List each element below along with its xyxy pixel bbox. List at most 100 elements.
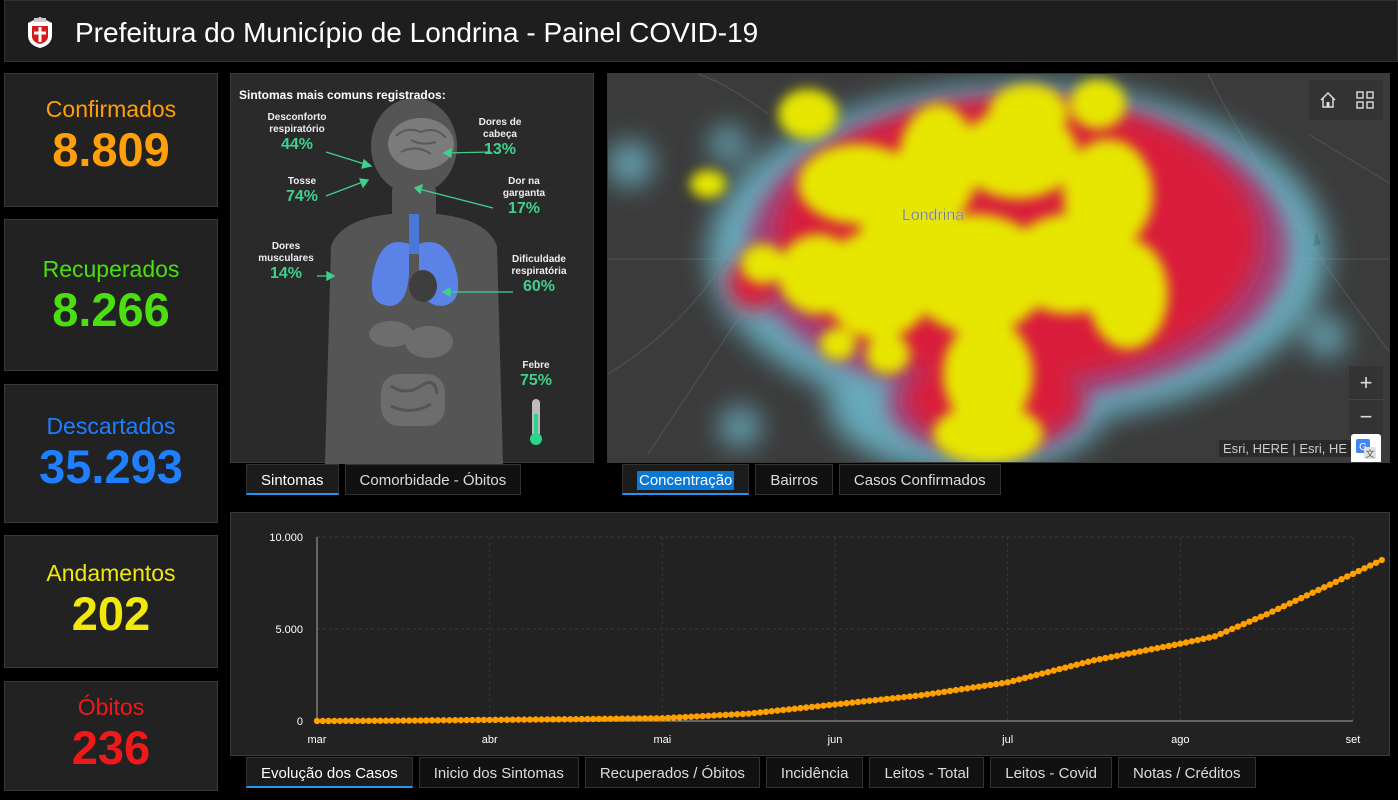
data-point (1062, 664, 1069, 671)
tab-label: Concentração (637, 471, 735, 490)
symptom-dores-musculares: Dores musculares 14% (249, 241, 323, 283)
data-point (1073, 661, 1080, 668)
data-point (1148, 646, 1155, 653)
data-point (1303, 592, 1311, 599)
intestines-icon (381, 374, 445, 426)
data-point (803, 704, 810, 711)
tab-comorbidade-obitos[interactable]: Comorbidade - Óbitos (344, 464, 522, 495)
cases-line-chart[interactable]: 10.000 5.000 0 mar abr mai jun jul ago set (231, 513, 1391, 757)
tab-leitos-covid[interactable]: Leitos - Covid (990, 757, 1112, 788)
data-point (595, 715, 603, 723)
symptoms-tabs: Sintomas Comorbidade - Óbitos (246, 464, 522, 495)
data-point (1263, 611, 1270, 618)
data-point (1125, 650, 1132, 657)
data-point (1108, 653, 1115, 661)
data-point (849, 699, 856, 706)
map-attribution[interactable]: Esri, HERE | Esri, HE (1218, 440, 1351, 457)
symptom-name: Dores de cabeça (478, 117, 522, 140)
data-point (509, 716, 516, 723)
data-point (1050, 667, 1057, 674)
heart-icon (409, 270, 437, 302)
data-point (584, 715, 591, 723)
data-point (486, 716, 493, 724)
data-point (428, 717, 436, 724)
data-point (1159, 643, 1167, 651)
zoom-out-button[interactable]: − (1359, 404, 1373, 429)
data-point (325, 717, 332, 725)
data-point (664, 714, 672, 722)
zoom-in-button[interactable]: + (1349, 366, 1383, 400)
data-point (457, 716, 465, 724)
data-point (388, 717, 396, 724)
data-point (440, 717, 447, 724)
data-point (1344, 573, 1351, 580)
data-point (319, 717, 326, 725)
stomach-icon (405, 326, 453, 358)
heatmap[interactable]: Londrina (608, 74, 1390, 463)
data-point (1113, 652, 1121, 660)
data-point (1177, 640, 1184, 647)
data-point (1015, 676, 1023, 683)
tab-inicio-sintomas[interactable]: Inicio dos Sintomas (418, 757, 579, 788)
data-point (808, 703, 816, 711)
data-point (699, 712, 706, 720)
data-point (1355, 567, 1362, 575)
qr-grid-icon[interactable] (1346, 80, 1383, 120)
tab-notas-creditos[interactable]: Notas / Créditos (1117, 757, 1256, 788)
data-point (975, 683, 983, 690)
data-point (567, 716, 574, 723)
chart-panel: 10.000 5.000 0 mar abr mai jun jul ago set (230, 512, 1390, 756)
data-point (1004, 679, 1011, 686)
data-point (918, 692, 925, 699)
data-point (693, 713, 701, 720)
data-point (1205, 634, 1213, 641)
data-point (791, 705, 798, 712)
tab-recuperados-obitos[interactable]: Recuperados / Óbitos (584, 757, 760, 788)
data-point (1361, 565, 1368, 572)
y-tick-label: 0 (297, 716, 303, 728)
data-point (1182, 639, 1190, 646)
data-point (1165, 642, 1173, 650)
data-point (710, 712, 718, 719)
tab-casos-confirmados[interactable]: Casos Confirmados (838, 464, 1001, 495)
data-point (1154, 644, 1161, 652)
data-point (601, 715, 608, 723)
data-point (952, 686, 960, 694)
stat-andamentos: Andamentos 202 (4, 535, 218, 668)
data-point (1367, 562, 1374, 569)
data-point (900, 693, 908, 701)
data-point (676, 714, 683, 721)
tab-evolucao-casos[interactable]: Evolução dos Casos (246, 757, 413, 788)
data-point (532, 716, 539, 723)
data-point (434, 717, 442, 724)
symptom-pct: 74% (285, 188, 319, 205)
data-point (1102, 654, 1109, 662)
data-point (745, 710, 752, 717)
tab-sintomas[interactable]: Sintomas (246, 464, 339, 495)
data-point (1378, 556, 1385, 564)
data-point (981, 682, 988, 689)
tab-concentracao[interactable]: Concentração (622, 464, 750, 495)
tab-incidencia[interactable]: Incidência (765, 757, 864, 788)
tab-bairros[interactable]: Bairros (755, 464, 833, 495)
home-icon[interactable] (1309, 80, 1346, 120)
symptom-name: Dificuldade respiratória (511, 254, 567, 277)
data-point (762, 708, 770, 715)
data-point (1085, 658, 1092, 665)
data-point (618, 715, 626, 722)
data-point (1033, 671, 1040, 679)
data-point (837, 700, 844, 708)
tab-leitos-total[interactable]: Leitos - Total (869, 757, 985, 788)
chart-tabs: Evolução dos Casos Inicio dos Sintomas R… (246, 757, 1256, 788)
data-point (624, 715, 631, 722)
symptoms-panel: Sintomas mais comuns registrados: Descon… (230, 73, 594, 464)
data-point (906, 693, 914, 700)
data-point (682, 713, 689, 721)
data-point (722, 711, 729, 719)
data-point (1349, 570, 1357, 577)
data-point (417, 717, 424, 724)
data-point (497, 716, 505, 723)
data-point (705, 712, 712, 719)
